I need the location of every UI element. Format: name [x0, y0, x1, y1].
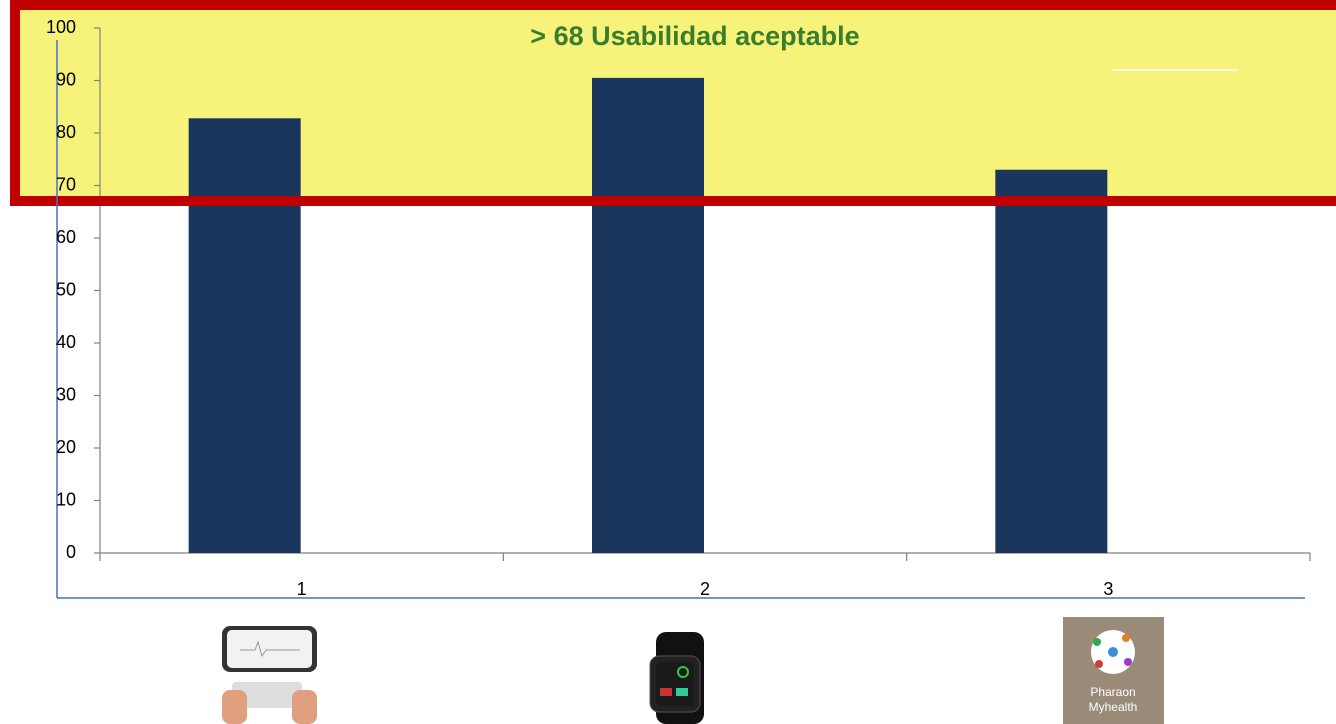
y-tick-label: 80 — [56, 122, 76, 142]
y-tick-label: 0 — [66, 542, 76, 562]
plot — [94, 27, 1311, 561]
annotation: > 68 Usabilidad aceptable — [530, 21, 859, 51]
y-tick-label: 20 — [56, 437, 76, 457]
y-tick-label: 90 — [56, 69, 76, 89]
bar — [995, 169, 1108, 553]
highlight-border — [10, 0, 1336, 206]
bar — [188, 118, 301, 554]
y-tick-label: 100 — [46, 17, 76, 37]
app-icon — [1063, 617, 1164, 724]
y-tick-label: 70 — [56, 174, 76, 194]
bar — [592, 77, 704, 553]
app-label: Myhealth — [1089, 700, 1138, 714]
device-icon — [222, 626, 317, 724]
y-tick-label: 30 — [56, 384, 76, 404]
y-tick-label: 40 — [56, 332, 76, 352]
watch-icon — [649, 632, 704, 724]
x-tick-label: 1 — [297, 579, 307, 599]
y-tick-label: 60 — [56, 227, 76, 247]
y-tick-label: 10 — [56, 489, 76, 509]
x-tick-label: 3 — [1103, 579, 1113, 599]
y-tick-label: 50 — [56, 279, 76, 299]
app-label: Pharaon — [1090, 685, 1135, 699]
x-tick-label: 2 — [700, 579, 710, 599]
